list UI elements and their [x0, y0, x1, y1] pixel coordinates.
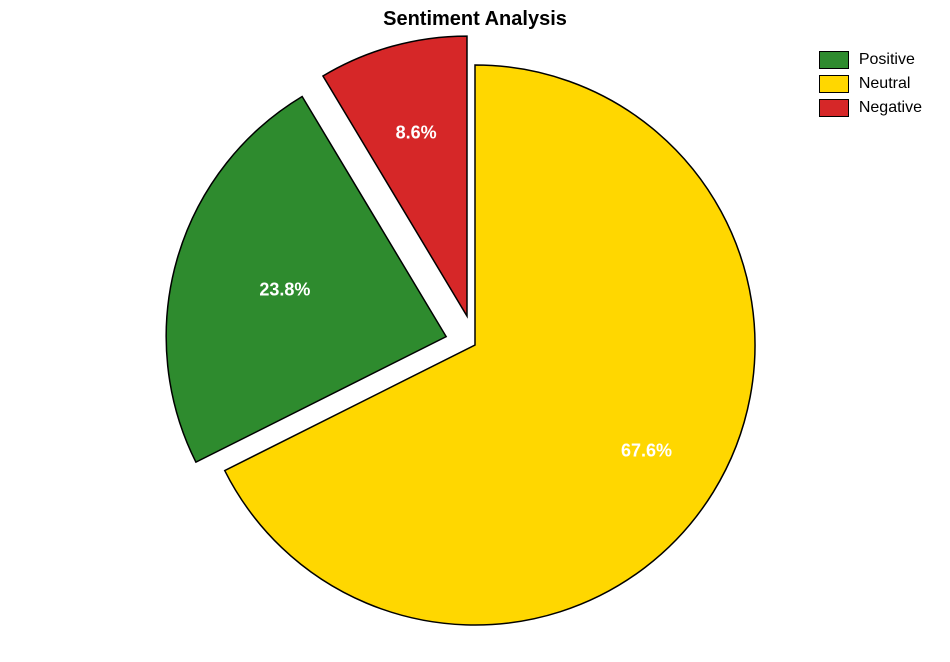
legend-swatch [819, 51, 849, 69]
pie-chart [0, 0, 950, 662]
slice-label-neutral: 67.6% [621, 440, 672, 461]
chart-title: Sentiment Analysis [0, 8, 950, 31]
legend: Positive Neutral Negative [819, 48, 922, 120]
legend-item-positive: Positive [819, 48, 922, 72]
legend-label: Neutral [859, 75, 911, 93]
legend-swatch [819, 99, 849, 117]
legend-item-neutral: Neutral [819, 72, 922, 96]
legend-item-negative: Negative [819, 96, 922, 120]
legend-label: Positive [859, 51, 915, 69]
legend-label: Negative [859, 99, 922, 117]
slice-label-negative: 8.6% [396, 122, 437, 143]
slice-label-positive: 23.8% [259, 279, 310, 300]
legend-swatch [819, 75, 849, 93]
